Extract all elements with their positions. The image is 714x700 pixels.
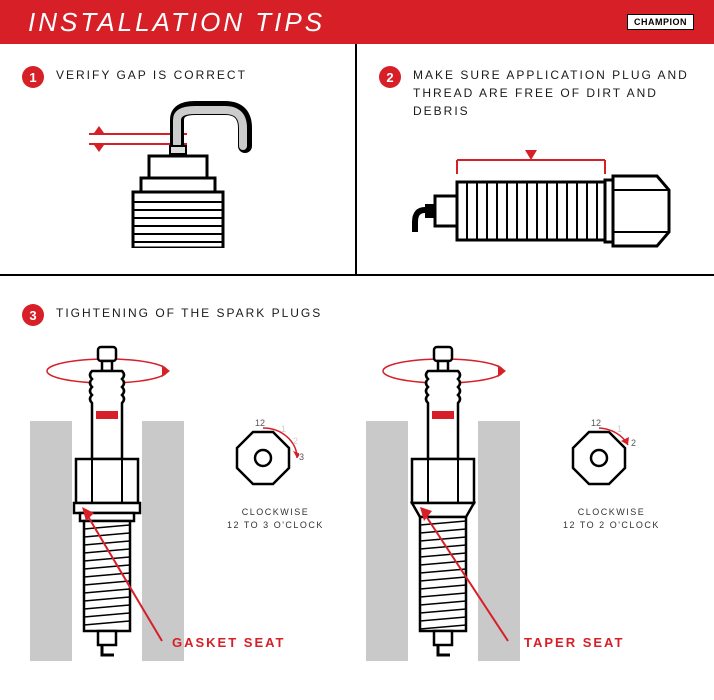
- gasket-seat-label: GASKET SEAT: [172, 635, 286, 650]
- tick-3: 3: [299, 452, 304, 462]
- octagon-clock-icon: [227, 426, 299, 498]
- header-title: INSTALLATION TIPS: [28, 7, 325, 38]
- panel-tightening: 3 Tightening of the spark plugs: [0, 276, 714, 676]
- gap-diagram-svg: [69, 98, 289, 248]
- taper-clock: 12 1 2 CLOCKWISE 12 TO 2 O'CLOCK: [563, 426, 660, 531]
- taper-clock-label: CLOCKWISE 12 TO 2 O'CLOCK: [563, 506, 660, 531]
- panel-verify-gap: 1 Verify gap is correct: [0, 44, 357, 274]
- tick-1: 1: [281, 424, 286, 434]
- clock-dir: CLOCKWISE: [242, 507, 310, 517]
- header-bar: INSTALLATION TIPS CHAMPION: [0, 0, 714, 44]
- thread-diagram-svg: [397, 140, 677, 270]
- step-3-header: 3 Tightening of the spark plugs: [22, 304, 694, 326]
- brand-badge: CHAMPION: [627, 14, 694, 30]
- step-2-number: 2: [379, 66, 401, 88]
- taper-seat-label: TAPER SEAT: [524, 635, 624, 650]
- step-3-number: 3: [22, 304, 44, 326]
- gasket-plug-svg: [22, 341, 192, 661]
- tick-2: 2: [293, 436, 298, 446]
- step-2-header: 2 Make sure application plug and thread …: [379, 66, 694, 120]
- clock-range: 12 TO 3 O'CLOCK: [227, 520, 324, 530]
- clock-range: 12 TO 2 O'CLOCK: [563, 520, 660, 530]
- clock-dir: CLOCKWISE: [578, 507, 646, 517]
- gasket-clock-label: CLOCKWISE 12 TO 3 O'CLOCK: [227, 506, 324, 531]
- taper-seat-section: 12 1 2 CLOCKWISE 12 TO 2 O'CLOCK TAPER S…: [358, 336, 694, 666]
- step-3-text: Tightening of the spark plugs: [56, 304, 322, 322]
- gasket-seat-section: 12 1 2 3 CLOCKWISE 12 TO 3 O'CLOCK GASKE…: [22, 336, 358, 666]
- gasket-clock: 12 1 2 3 CLOCKWISE 12 TO 3 O'CLOCK: [227, 426, 324, 531]
- tick-12: 12: [591, 418, 601, 428]
- panel-clean-thread: 2 Make sure application plug and thread …: [357, 44, 714, 274]
- diagram-thread: [379, 130, 694, 280]
- tightening-content: 12 1 2 3 CLOCKWISE 12 TO 3 O'CLOCK GASKE…: [22, 336, 694, 666]
- step-2-text: Make sure application plug and thread ar…: [413, 66, 694, 120]
- top-row: 1 Verify gap is correct: [0, 44, 714, 276]
- tick-12: 12: [255, 418, 265, 428]
- tick-1: 1: [617, 424, 622, 434]
- step-1-header: 1 Verify gap is correct: [22, 66, 335, 88]
- tick-2: 2: [631, 438, 636, 448]
- octagon-clock-icon: [563, 426, 635, 498]
- taper-plug-svg: [358, 341, 528, 661]
- step-1-number: 1: [22, 66, 44, 88]
- diagram-gap: [22, 98, 335, 248]
- step-1-text: Verify gap is correct: [56, 66, 247, 84]
